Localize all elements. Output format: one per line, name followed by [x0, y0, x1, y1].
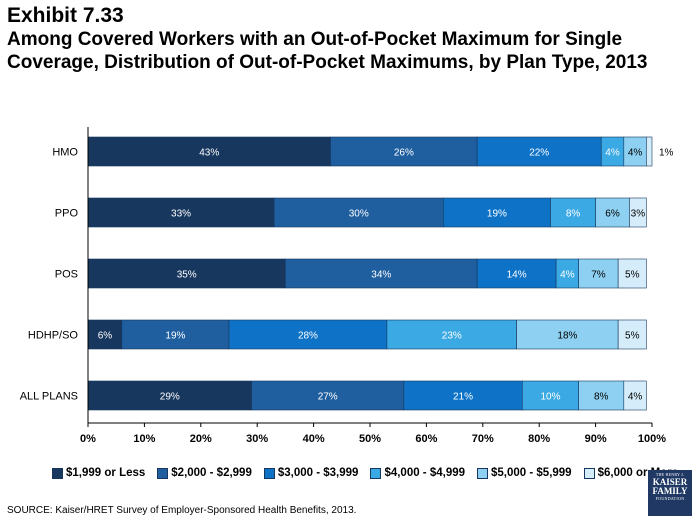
- x-tick-label: 10%: [133, 433, 155, 445]
- data-label: 4%: [605, 148, 620, 159]
- legend-swatch: [477, 467, 489, 479]
- bar-segment: [330, 136, 478, 167]
- data-label: 19%: [487, 209, 507, 220]
- data-label: 5%: [625, 331, 640, 342]
- data-label: 22%: [529, 148, 549, 159]
- legend-swatch: [52, 467, 63, 479]
- bar-segment: [629, 197, 647, 228]
- legend-item: $3,000 - $3,999: [263, 467, 359, 479]
- bar-segment: [251, 380, 405, 411]
- data-label: 8%: [566, 209, 581, 220]
- chart-legend: $1,999 or Less $2,000 - $2,999 $3,000 - $3…: [52, 467, 690, 479]
- bar-segment: [521, 380, 579, 411]
- data-label: 43%: [199, 148, 219, 159]
- legend-item: $4,000 - $4,999: [370, 467, 465, 479]
- bar-segment: [646, 136, 653, 167]
- logo-line-1: THE HENRY J.: [655, 472, 685, 477]
- bar-segment: [476, 136, 602, 167]
- bar-segment: [87, 380, 252, 411]
- data-label: 4%: [628, 148, 643, 159]
- data-label: 19%: [165, 331, 185, 342]
- bar-segment: [285, 258, 478, 289]
- stacked-bar-chart: HMO 43% 26% 22% 4% 4% 1% PPO 33% 30% 19% 8% 6% 3% POS 3…: [20, 127, 674, 445]
- data-label: 33%: [171, 209, 191, 220]
- legend-label: $3,000 - $3,999: [277, 467, 359, 479]
- x-tick-label: 50%: [359, 433, 381, 445]
- bar-segment: [87, 258, 286, 289]
- data-label: 5%: [625, 270, 640, 281]
- bar-segment: [228, 319, 388, 350]
- data-label: 7%: [591, 270, 606, 281]
- legend-item: $2,000 - $2,999: [157, 467, 252, 479]
- x-tick-label: 100%: [638, 433, 666, 445]
- data-label: 27%: [318, 392, 338, 403]
- legend-label: $4,000 - $4,999: [384, 467, 466, 479]
- legend-swatch: [263, 467, 275, 479]
- data-label: 6%: [98, 331, 113, 342]
- data-label: 29%: [160, 392, 180, 403]
- legend-label: $5,000 - $5,999: [491, 467, 572, 479]
- x-tick-label: 80%: [528, 433, 550, 445]
- category-label: PPO: [55, 208, 79, 220]
- data-label: 34%: [371, 270, 391, 281]
- bar-segment: [623, 380, 647, 411]
- bar-segment: [87, 197, 275, 228]
- legend-swatch: [370, 467, 382, 479]
- data-label: 21%: [453, 392, 473, 403]
- bar-segment: [443, 197, 551, 228]
- category-label: HDHP/SO: [28, 330, 79, 342]
- data-label: 1%: [659, 148, 674, 159]
- data-label: 26%: [394, 148, 414, 159]
- data-label: 23%: [442, 331, 462, 342]
- legend-swatch: [157, 467, 169, 479]
- bar-segment: [403, 380, 523, 411]
- legend-label: $2,000 - $2,999: [171, 467, 252, 479]
- x-tick-label: 90%: [585, 433, 607, 445]
- exhibit-number: Exhibit 7.33: [7, 4, 124, 27]
- chart-title: Among Covered Workers with an Out-of-Poc…: [7, 29, 648, 73]
- data-label: 8%: [594, 392, 609, 403]
- title-block: Exhibit 7.33 Among Covered Workers with …: [7, 4, 695, 74]
- data-label: 3%: [631, 209, 646, 220]
- bar-segment: [617, 258, 647, 289]
- x-tick-label: 30%: [246, 433, 268, 445]
- x-tick-label: 0%: [80, 433, 96, 445]
- x-tick-label: 70%: [472, 433, 494, 445]
- bar-segment: [476, 258, 557, 289]
- bar-segment: [516, 319, 619, 350]
- category-label: ALL PLANS: [20, 391, 78, 403]
- data-label: 30%: [349, 209, 369, 220]
- logo-line-4: FOUNDATION: [655, 496, 685, 501]
- bar-segment: [617, 319, 647, 350]
- data-label: 6%: [605, 209, 620, 220]
- logo-line-2: KAISER: [652, 477, 688, 487]
- legend-item: $5,000 - $5,999: [477, 467, 572, 479]
- legend-label: $1,999 or Less: [66, 467, 146, 479]
- legend-swatch: [583, 467, 595, 479]
- data-label: 10%: [540, 392, 560, 403]
- bar-segment: [578, 380, 625, 411]
- logo-line-3: FAMILY: [652, 486, 688, 496]
- data-label: 4%: [628, 392, 643, 403]
- bar-segment: [273, 197, 444, 228]
- data-label: 14%: [507, 270, 527, 281]
- x-tick-label: 60%: [415, 433, 437, 445]
- bar-segment: [87, 136, 331, 167]
- data-label: 4%: [560, 270, 575, 281]
- category-label: HMO: [52, 147, 78, 159]
- data-label: 28%: [298, 331, 318, 342]
- bar-segment: [550, 197, 596, 228]
- x-tick-label: 20%: [190, 433, 212, 445]
- data-label: 18%: [557, 331, 577, 342]
- source-note: SOURCE: Kaiser/HRET Survey of Employer-S…: [7, 505, 357, 516]
- bar-segment: [386, 319, 517, 350]
- x-tick-label: 40%: [303, 433, 325, 445]
- legend-item: $1,999 or Less: [52, 467, 145, 479]
- category-label: POS: [55, 269, 78, 281]
- data-label: 35%: [177, 270, 197, 281]
- bar-segment: [121, 319, 230, 350]
- kff-logo: THE HENRY J. KAISER FAMILY FOUNDATION: [648, 470, 692, 516]
